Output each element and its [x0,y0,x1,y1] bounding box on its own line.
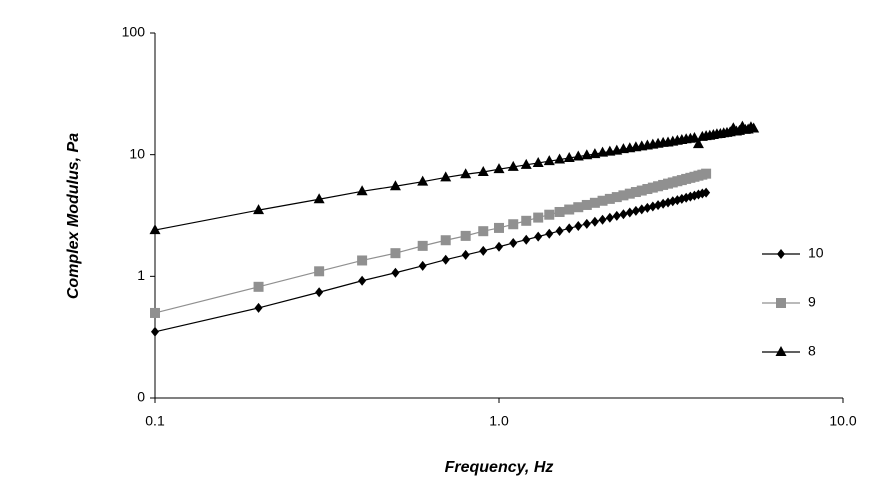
legend-label: 10 [808,245,824,261]
marker [418,260,427,271]
marker [647,182,658,193]
marker [555,225,564,236]
marker [417,240,428,251]
marker [564,204,575,215]
marker [507,160,519,171]
marker [150,307,160,318]
marker [648,201,657,212]
marker [653,181,664,192]
marker [590,216,599,227]
marker [358,275,367,286]
marker [605,212,614,223]
marker [545,228,554,239]
marker [315,287,324,298]
marker [565,223,574,234]
marker [533,212,544,223]
marker [313,193,325,204]
marker [357,255,368,266]
marker [460,230,471,241]
marker [543,155,555,166]
marker [417,175,429,186]
marker [630,187,641,198]
marker [618,190,629,201]
marker [581,199,592,210]
legend-marker [776,298,786,308]
marker [493,163,505,174]
marker [253,204,265,215]
marker [573,202,584,213]
marker [572,150,584,161]
marker [532,156,544,167]
marker [554,153,566,164]
marker [625,207,634,218]
marker [612,210,621,221]
y-axis-title: Complex Modulus, Pa [65,133,82,299]
y-tick-label: 0 [137,389,145,405]
marker [692,138,704,149]
marker [391,267,400,278]
marker [522,234,531,245]
legend-label: 8 [808,343,816,359]
marker [574,221,583,232]
legend-marker [775,346,787,356]
marker [611,192,622,203]
marker [598,214,607,225]
marker [563,151,575,162]
marker [554,206,565,217]
marker [636,185,647,196]
x-tick-label: 1.0 [489,413,509,429]
y-tick-label: 1 [137,267,145,283]
x-axis-title: Frequency, Hz [445,459,554,476]
marker [619,209,628,220]
marker [151,326,159,337]
marker [631,205,640,216]
marker [544,209,555,220]
marker [597,195,608,206]
marker [589,197,600,208]
marker [389,180,401,191]
marker [521,215,532,226]
marker [509,237,518,248]
marker [520,158,532,169]
marker [477,166,489,177]
marker [637,204,646,215]
marker [582,218,591,229]
marker [460,168,472,179]
marker [581,149,593,160]
marker [643,202,652,213]
marker [461,249,470,260]
marker [624,188,635,199]
marker [534,231,543,242]
marker [494,222,504,233]
marker [748,122,760,133]
marker [254,302,263,313]
marker [253,281,264,292]
marker [356,185,368,196]
x-tick-label: 0.1 [145,413,165,429]
marker [508,219,519,230]
marker [701,168,712,179]
marker [702,187,711,198]
legend-label: 9 [808,294,816,310]
x-tick-label: 10.0 [829,413,856,429]
marker [688,132,700,143]
marker [642,184,653,195]
legend-marker [777,249,785,259]
marker [314,266,325,277]
y-tick-label: 100 [122,24,146,40]
marker [479,245,488,256]
marker [440,171,452,182]
marker [390,248,401,259]
marker [441,254,450,265]
marker [440,235,451,246]
marker [478,226,489,237]
marker [495,241,503,252]
marker [149,224,161,235]
y-tick-label: 10 [129,145,145,161]
marker [604,193,615,204]
